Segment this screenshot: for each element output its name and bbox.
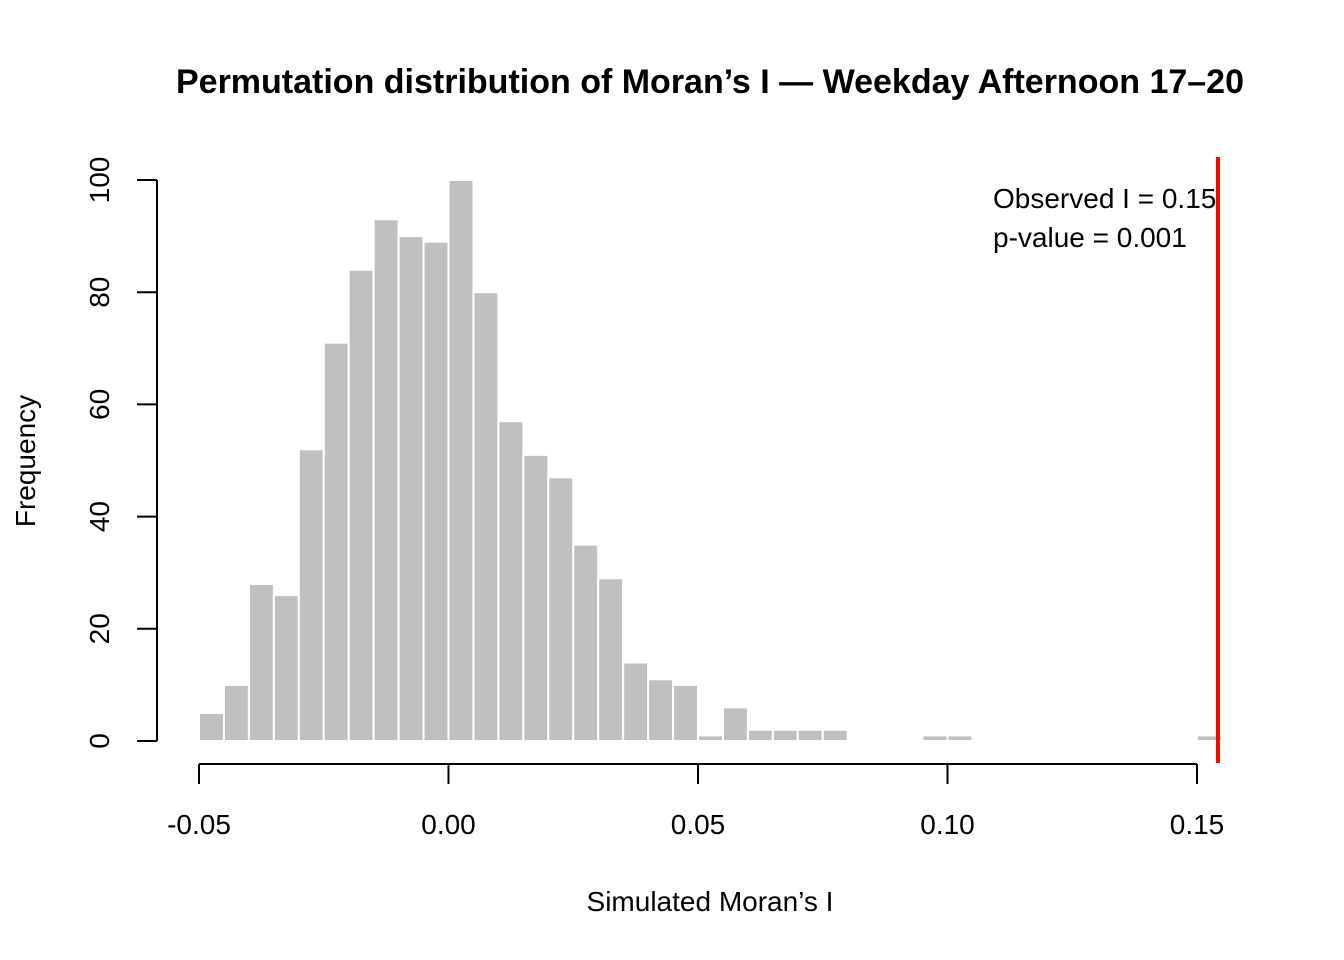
histogram-bar [748,730,773,741]
histogram-bar [573,545,598,741]
chart-title: Permutation distribution of Moran’s I — … [176,63,1244,101]
x-tick-label: 0.00 [421,809,476,840]
histogram-bar [598,578,623,741]
p-value-annotation: p-value = 0.001 [993,222,1187,253]
histogram-bar [249,584,274,741]
y-tick-label: 80 [84,277,115,308]
y-tick-label: 0 [84,733,115,749]
histogram-bar [498,421,523,741]
histogram-bar [648,679,673,741]
x-tick-label: -0.05 [167,809,231,840]
y-tick-label: 60 [84,389,115,420]
histogram-bar [698,735,723,741]
histogram-bar [299,449,324,741]
histogram-bar [199,713,224,741]
histogram-bar [923,735,948,741]
y-tick-label: 100 [84,157,115,204]
histogram-bar [673,685,698,741]
histogram-bar [623,662,648,741]
histogram-bar [349,270,374,741]
histogram-bar [548,477,573,741]
y-axis: 0 20 40 60 80 100 [84,157,157,749]
histogram-bar [424,242,449,741]
histogram-bar [224,685,249,741]
histogram-bar [798,730,823,741]
observed-i-annotation: Observed I = 0.15 [993,183,1216,214]
histogram-bar [473,292,498,741]
x-axis: -0.05 0.00 0.05 0.10 0.15 [167,764,1224,840]
histogram-bar [948,735,973,741]
x-tick-label: 0.05 [671,809,726,840]
y-tick-label: 20 [84,613,115,644]
histogram-bar [374,219,399,741]
x-tick-label: 0.10 [920,809,975,840]
histogram-bar [324,343,349,741]
histogram-bar [823,730,848,741]
x-axis-label: Simulated Moran’s I [587,886,834,917]
y-tick-label: 40 [84,501,115,532]
y-axis-label: Frequency [10,395,41,527]
histogram-bar [773,730,798,741]
histogram-bar [274,595,299,741]
histogram-bars [199,180,1222,741]
histogram-bar [449,180,474,741]
x-tick-label: 0.15 [1170,809,1225,840]
histogram-bar [399,236,424,741]
histogram-bar [523,455,548,741]
histogram-bar [723,707,748,741]
